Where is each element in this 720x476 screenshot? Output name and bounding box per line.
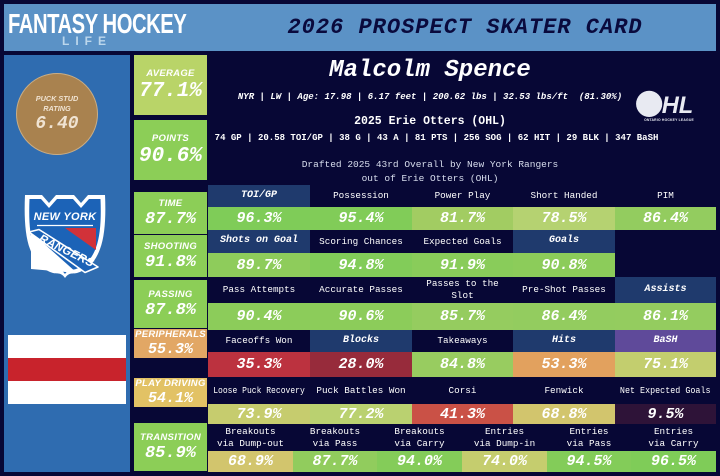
svg-text:ONTARIO HOCKEY LEAGUE: ONTARIO HOCKEY LEAGUE [644, 118, 694, 122]
svg-text:NEW YORK: NEW YORK [34, 211, 97, 223]
svg-text:HL: HL [662, 93, 694, 119]
